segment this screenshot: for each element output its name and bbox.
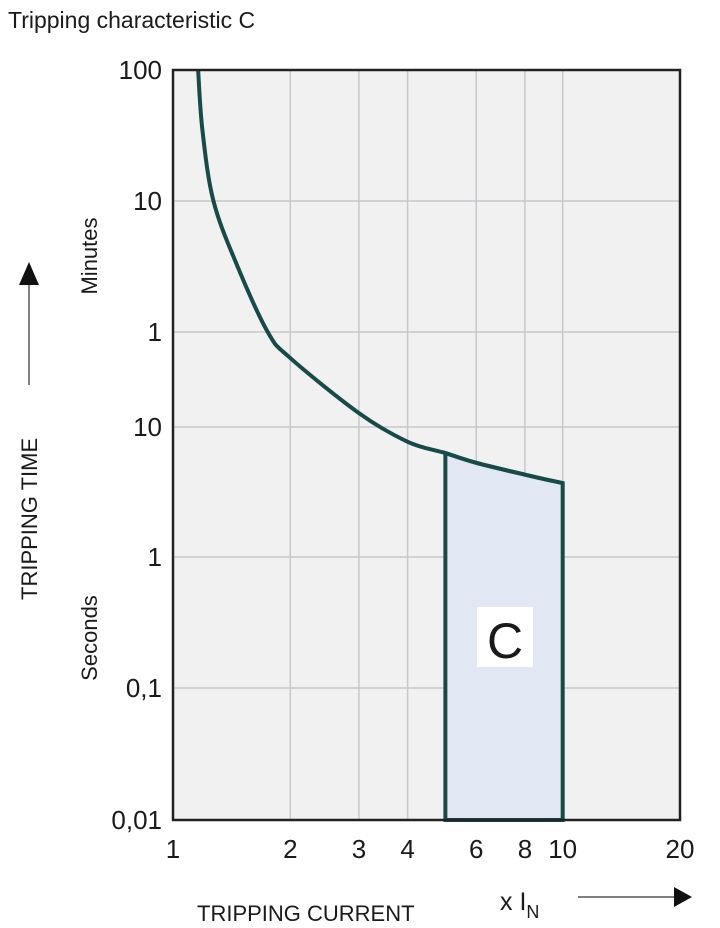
y-tick-label: 10 [133, 186, 162, 216]
y-tick-label: 1 [148, 542, 162, 572]
y-tick-label: 100 [119, 55, 162, 85]
tripping-curve [196, 69, 564, 486]
x-unit-label: x IN [500, 888, 539, 922]
x-tick-label: 1 [166, 834, 180, 864]
y-unit-minutes: Minutes [77, 217, 102, 294]
x-unit-prefix: x I [500, 888, 526, 916]
x-tick-label: 8 [518, 834, 532, 864]
y-axis-arrow-icon [19, 262, 39, 285]
chart-title: Tripping characteristic C [8, 7, 255, 33]
x-tick-labels: 1 2 3 4 6 8 10 20 [166, 834, 695, 864]
x-tick-label: 20 [666, 834, 695, 864]
plot-frame [171, 68, 682, 822]
x-tick-label: 6 [469, 834, 483, 864]
y-tick-label: 1 [148, 317, 162, 347]
x-tick-label: 10 [548, 834, 577, 864]
x-axis-label: TRIPPING CURRENT [197, 901, 415, 926]
y-tick-labels: 100 10 1 10 1 0,1 0,01 [111, 55, 162, 835]
region-label: C [487, 613, 523, 669]
y-tick-label: 10 [133, 412, 162, 442]
y-tick-label: 0,1 [126, 673, 162, 703]
x-tick-label: 4 [400, 834, 414, 864]
plot-area [173, 70, 680, 820]
x-tick-label: 2 [283, 834, 297, 864]
y-unit-seconds: Seconds [77, 595, 102, 681]
x-axis-arrow-icon [674, 887, 692, 907]
x-unit-subscript: N [526, 902, 539, 922]
region-label-box [477, 607, 533, 667]
x-tick-label: 3 [352, 834, 366, 864]
y-tick-label: 0,01 [111, 805, 162, 835]
y-axis-label: TRIPPING TIME [17, 438, 42, 600]
